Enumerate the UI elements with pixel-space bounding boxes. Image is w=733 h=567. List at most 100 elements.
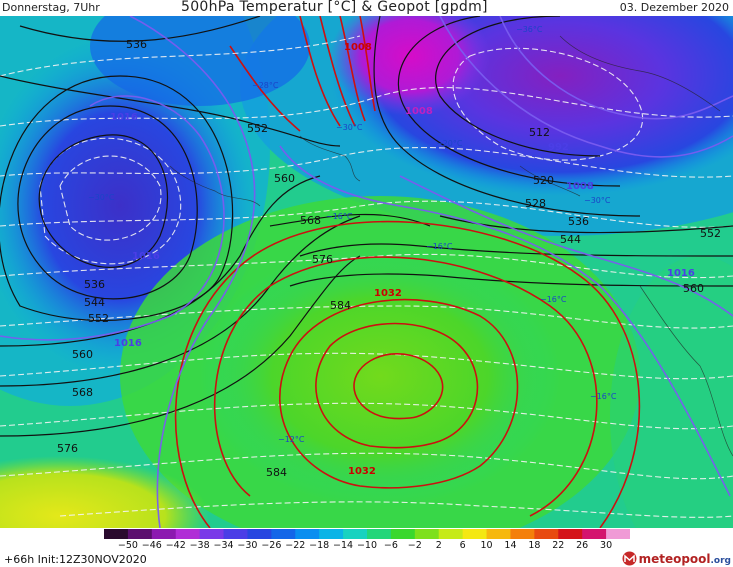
pressure-label: 1016 <box>667 268 695 279</box>
geopot-label: 552 <box>700 227 721 240</box>
pressure-label: 1016 <box>132 251 160 262</box>
temperature-label: −16°C <box>426 242 453 251</box>
temperature-label: −16°C <box>590 392 617 401</box>
geopot-label: 528 <box>525 197 546 210</box>
colorbar-segment <box>319 529 344 539</box>
colorbar-tick-label: 6 <box>459 540 466 551</box>
colorbar-tick-label: −34 <box>213 540 234 551</box>
colorbar-tick-label: −42 <box>165 540 186 551</box>
pressure-isobars <box>0 16 733 528</box>
meteopool-logo-icon <box>622 551 637 566</box>
high-pressure-contours-north <box>229 16 376 132</box>
pressure-label: 1008 <box>344 42 372 53</box>
colorbar-segment <box>343 529 368 539</box>
header-bar: Donnerstag, 7Uhr 500hPa Temperatur [°C] … <box>0 0 733 16</box>
colorbar-tick-label: −6 <box>383 540 398 551</box>
colorbar-segment <box>414 529 440 539</box>
geopot-label: 576 <box>312 253 333 266</box>
footer-bar: −50 −46 −42 −38 −34 −30 −26 −22 −18 −14 −10 −6 −2 2 6 1… <box>0 528 733 566</box>
colorbar-tick-label: −22 <box>285 540 306 551</box>
colorbar-tick-label: −14 <box>333 540 354 551</box>
geopot-label: 584 <box>330 299 351 312</box>
colorbar-tick-label: −10 <box>356 540 378 551</box>
meteopool-logo[interactable]: meteopool.org <box>622 548 731 566</box>
colorbar-segment <box>223 529 248 539</box>
temperature-label: −16°C <box>540 295 567 304</box>
temperature-geopotential-map: 536 552 560 568 576 584 584 536 544 552 … <box>0 16 733 528</box>
high-pressure-contours <box>174 220 641 528</box>
colorbar-segment <box>295 529 320 539</box>
geopot-label: 568 <box>72 386 93 399</box>
pressure-label: 1008 <box>405 106 433 117</box>
colorbar-tick-label: −50 <box>117 540 138 551</box>
geopot-label: 544 <box>84 296 105 309</box>
pressure-label: 1016 <box>110 112 138 123</box>
geopot-label: 536 <box>84 278 105 291</box>
colorbar-tick-label: 2 <box>435 540 442 551</box>
geopot-label: 536 <box>568 215 589 228</box>
temperature-label: −30°C <box>336 123 363 132</box>
geopot-label: 560 <box>683 282 704 295</box>
meteopool-logo-text: meteopool <box>638 552 711 566</box>
geopot-label: 584 <box>266 466 287 479</box>
coastlines <box>169 35 733 457</box>
colorbar-tick-label: 22 <box>552 540 565 551</box>
temperature-label: −28°C <box>252 81 279 90</box>
colorbar-segment <box>199 529 225 539</box>
temperature-label: −30°C <box>584 196 611 205</box>
temperature-colorbar <box>104 529 630 539</box>
colorbar-tick-label: −46 <box>141 540 162 551</box>
colorbar-segment <box>367 529 392 539</box>
colorbar-segment <box>247 529 272 539</box>
forecast-date: 03. Dezember 2020 <box>619 1 729 14</box>
pressure-label: 1016 <box>114 338 142 349</box>
colorbar-segment <box>534 529 559 539</box>
meteopool-logo-tld: .org <box>710 556 731 566</box>
pressure-label: 1032 <box>348 466 376 477</box>
colorbar-segment <box>582 529 607 539</box>
forecast-day-time: Donnerstag, 7Uhr <box>2 1 100 14</box>
colorbar-segment <box>462 529 488 539</box>
colorbar-segment <box>104 529 129 539</box>
colorbar-segment <box>271 529 296 539</box>
colorbar-tick-label: 10 <box>480 540 493 551</box>
colorbar-tick-label: 14 <box>504 540 517 551</box>
colorbar-tick-label: −26 <box>261 540 282 551</box>
isotherms <box>0 35 733 518</box>
temperature-label: −12°C <box>278 435 305 444</box>
pressure-label: 1008 <box>566 181 594 192</box>
colorbar-tick-label: −38 <box>189 540 210 551</box>
temperature-label: −20°C <box>436 139 463 148</box>
geopot-label: 552 <box>88 312 109 325</box>
colorbar-segment <box>438 529 464 539</box>
pressure-label: 1032 <box>374 288 402 299</box>
geopot-label: 512 <box>529 126 550 139</box>
model-run-info: +66h Init:12Z30NOV2020 <box>4 553 147 566</box>
colorbar-segment <box>558 529 583 539</box>
temperature-label: −30°C <box>88 193 115 202</box>
geopot-label: 560 <box>72 348 93 361</box>
colorbar-segment <box>606 529 630 539</box>
geopot-label: 552 <box>247 122 268 135</box>
temperature-label: −16°C <box>326 212 353 221</box>
colorbar-tick-labels: −50 −46 −42 −38 −34 −30 −26 −22 −18 −14 −10 −6 −2 2 6 1… <box>104 540 630 552</box>
geopot-label: 520 <box>533 174 554 187</box>
colorbar-segment <box>127 529 153 539</box>
colorbar-tick-label: 26 <box>576 540 589 551</box>
colorbar-segment <box>486 529 511 539</box>
geopot-label: 576 <box>57 442 78 455</box>
colorbar-tick-label: −30 <box>237 540 258 551</box>
colorbar-tick-label: 30 <box>600 540 613 551</box>
colorbar-segment <box>175 529 201 539</box>
colorbar-tick-label: −18 <box>309 540 330 551</box>
colorbar-segment <box>151 529 177 539</box>
geopot-label: 560 <box>274 172 295 185</box>
geopot-label: 568 <box>300 214 321 227</box>
temperature-label: −36°C <box>516 25 543 34</box>
colorbar-tick-label: 18 <box>528 540 541 551</box>
colorbar-segment <box>390 529 416 539</box>
warm-region <box>200 246 560 506</box>
colorbar-segment <box>510 529 535 539</box>
colorbar-tick-label: −2 <box>407 540 422 551</box>
